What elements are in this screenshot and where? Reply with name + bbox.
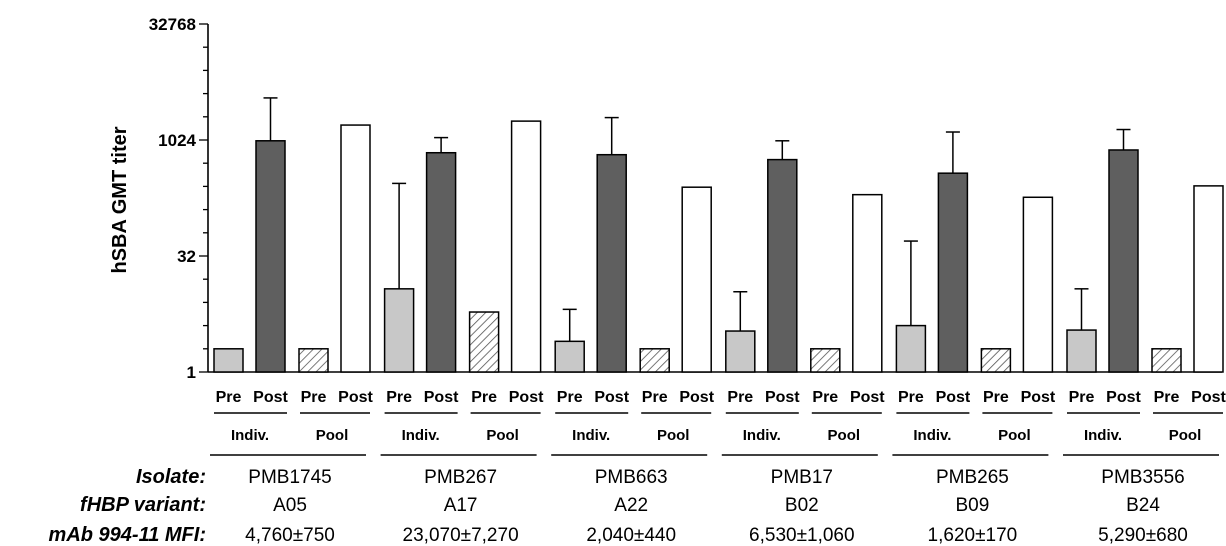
bar-pool-post	[1022, 196, 1054, 373]
bar-individual-post	[596, 153, 627, 373]
subgroup-label: Pool	[657, 427, 690, 444]
condition-label: Post	[1021, 389, 1056, 406]
subgroup-label: Indiv.	[231, 427, 269, 444]
isolate-value: PMB265	[936, 467, 1009, 488]
subgroup-label: Pool	[316, 427, 349, 444]
bar-pool-post	[681, 186, 712, 373]
condition-label: Post	[509, 389, 544, 406]
bar-individual-post	[1108, 149, 1139, 373]
condition-label: Pre	[642, 389, 668, 406]
mfi-value: 2,040±440	[586, 525, 676, 546]
variant-value: A17	[444, 495, 478, 516]
bars	[213, 97, 1224, 373]
subgroup-label: Indiv.	[913, 427, 951, 444]
variant-value: B09	[955, 495, 989, 516]
subgroup-label: Pool	[486, 427, 519, 444]
mfi-value: 5,290±680	[1098, 525, 1188, 546]
y-tick-label: 32	[177, 247, 196, 266]
condition-label: Pre	[1069, 389, 1095, 406]
y-axis-label: hSBA GMT titer	[109, 126, 131, 273]
isolate-value: PMB663	[595, 467, 668, 488]
bar-pool-post	[340, 124, 371, 373]
condition-label: Post	[850, 389, 885, 406]
condition-label: Post	[424, 389, 459, 406]
condition-label: Pre	[301, 389, 327, 406]
condition-label: Pre	[1154, 389, 1180, 406]
subgroup-label: Indiv.	[402, 427, 440, 444]
bar-pool-post	[510, 120, 542, 373]
condition-label: Post	[594, 389, 629, 406]
condition-label: Post	[679, 389, 714, 406]
condition-label: Post	[1106, 389, 1141, 406]
condition-label: Pre	[727, 389, 753, 406]
mfi-value: 6,530±1,060	[749, 525, 855, 546]
bar-pool-pre	[639, 348, 670, 373]
bar-individual-pre	[1066, 329, 1097, 373]
condition-label: Pre	[471, 389, 497, 406]
variant-value: A22	[614, 495, 648, 516]
isolate-value: PMB17	[771, 467, 833, 488]
subgroup-label: Indiv.	[572, 427, 610, 444]
mfi-value: 1,620±170	[928, 525, 1018, 546]
bar-individual-pre	[383, 288, 415, 373]
bar-individual-pre	[213, 348, 244, 373]
mfi-value: 23,070±7,270	[403, 525, 519, 546]
row-header: fHBP variant:	[80, 494, 206, 516]
bar-pool-pre	[980, 348, 1012, 373]
isolate-value: PMB267	[424, 467, 497, 488]
variant-value: B02	[785, 495, 819, 516]
bar-individual-post	[767, 158, 798, 373]
variant-value: A05	[273, 495, 307, 516]
condition-label: Pre	[216, 389, 242, 406]
y-tick-label: 32768	[149, 15, 196, 34]
row-header: mAb 994-11 MFI:	[49, 524, 206, 546]
subgroup-label: Pool	[998, 427, 1031, 444]
condition-label: Pre	[983, 389, 1009, 406]
bar-individual-post	[937, 172, 969, 373]
mfi-value: 4,760±750	[245, 525, 335, 546]
bar-pool-pre	[298, 348, 329, 373]
condition-label: Pre	[898, 389, 924, 406]
subgroup-label: Indiv.	[1084, 427, 1122, 444]
isolate-value: PMB1745	[248, 467, 331, 488]
condition-label: Post	[253, 389, 288, 406]
condition-label: Pre	[386, 389, 412, 406]
bar-pool-pre	[810, 348, 841, 373]
subgroup-label: Pool	[828, 427, 861, 444]
condition-label: Post	[338, 389, 373, 406]
bar-pool-pre	[468, 311, 500, 373]
x-labels: Pre Post Pre Post Indiv. Pool Pre Post Pre Post In…	[210, 389, 1226, 456]
row-header: Isolate:	[136, 466, 206, 488]
bar-individual-pre	[554, 340, 585, 373]
bar-pool-post	[852, 193, 883, 373]
y-tick-label: 1024	[158, 131, 196, 150]
condition-label: Post	[1191, 389, 1226, 406]
condition-label: Pre	[812, 389, 838, 406]
bar-individual-pre	[725, 330, 756, 373]
bar-pool-post	[1193, 185, 1224, 373]
bar-individual-post	[255, 140, 286, 373]
isolate-value: PMB3556	[1101, 467, 1184, 488]
bar-individual-pre	[895, 324, 927, 373]
subgroup-label: Indiv.	[743, 427, 781, 444]
condition-label: Post	[765, 389, 800, 406]
condition-label: Pre	[557, 389, 583, 406]
info-rows: PMB1745 A05 4,760±750 PMB267 A17 23,070±7,270…	[49, 466, 1188, 546]
y-tick-label: 1	[187, 363, 196, 382]
bar-individual-post	[425, 151, 457, 373]
bar-pool-pre	[1151, 348, 1182, 373]
variant-value: B24	[1126, 495, 1160, 516]
subgroup-label: Pool	[1169, 427, 1202, 444]
condition-label: Post	[936, 389, 971, 406]
